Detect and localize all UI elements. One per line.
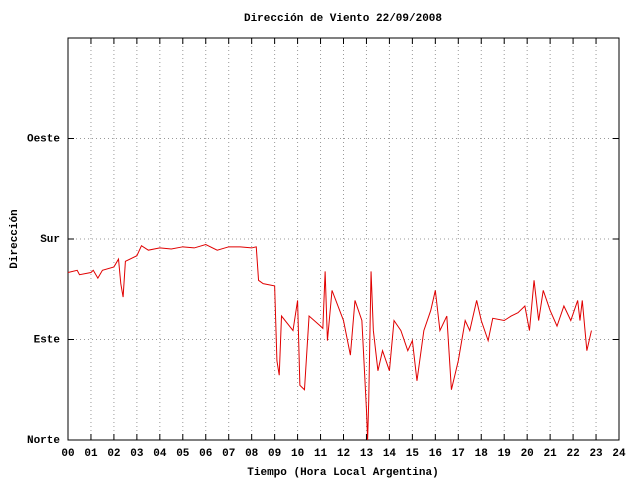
y-tick-label: Norte [27,435,60,447]
x-axis-label: Tiempo (Hora Local Argentina) [247,467,438,479]
x-tick-label: 16 [429,448,442,460]
x-tick-label: 03 [130,448,144,460]
plot-border [67,37,620,441]
x-tick-label: 19 [498,448,511,460]
x-tick-label: 01 [84,448,98,460]
x-tick-label: 20 [521,448,534,460]
x-tick-label: 00 [61,448,74,460]
y-axis-label: Dirección [9,209,21,268]
x-tick-label: 24 [612,448,626,460]
x-tick-label: 18 [475,448,489,460]
x-tick-label: 22 [566,448,579,460]
y-tick-label: Sur [40,234,60,246]
x-tick-label: 09 [268,448,281,460]
x-tick-label: 07 [222,448,235,460]
x-tick-label: 12 [337,448,350,460]
y-tick-label: Oeste [27,133,60,145]
x-tick-label: 04 [153,448,167,460]
x-tick-label: 11 [314,448,328,460]
x-tick-label: 02 [107,448,120,460]
data-line [67,244,592,441]
chart-title: Dirección de Viento 22/09/2008 [244,13,442,25]
x-tick-label: 10 [291,448,304,460]
x-tick-label: 08 [245,448,259,460]
x-tick-label: 23 [589,448,603,460]
x-tick-label: 21 [544,448,558,460]
x-tick-label: 17 [452,448,465,460]
x-tick-label: 14 [383,448,397,460]
x-tick-label: 15 [406,448,420,460]
x-tick-label: 06 [199,448,212,460]
y-tick-label: Este [34,334,61,346]
x-tick-label: 05 [176,448,190,460]
x-tick-label: 13 [360,448,374,460]
